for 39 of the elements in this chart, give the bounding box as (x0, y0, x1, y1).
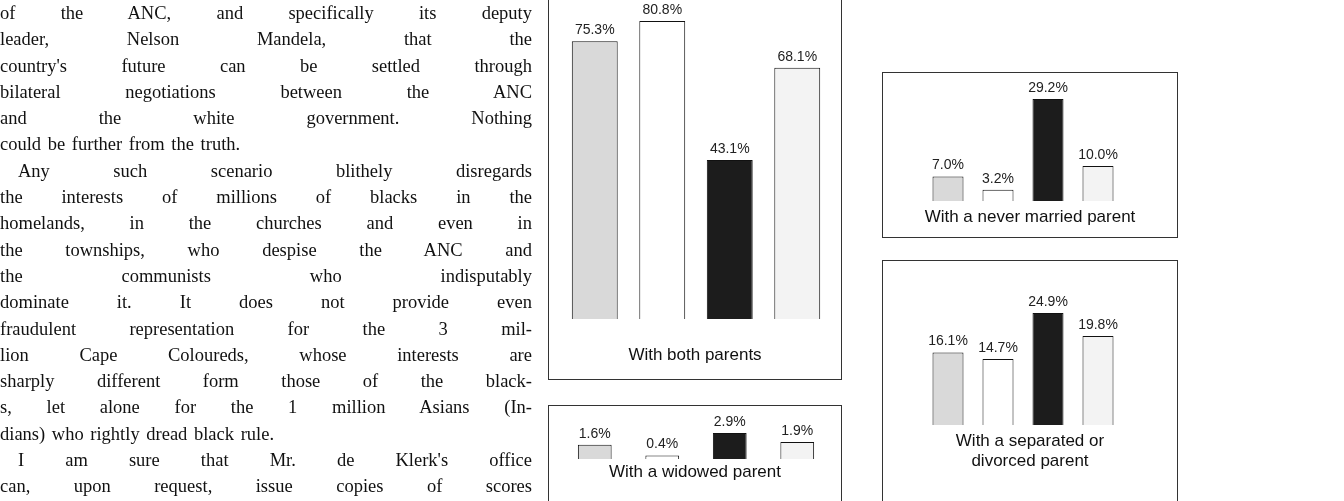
data-label: 10.0% (1078, 145, 1118, 162)
text: s, let alone for the 1 million Asians (In- (0, 396, 532, 420)
text: lion Cape Coloureds, whose interests are (0, 343, 532, 367)
data-label: 43.1% (709, 139, 750, 156)
data-label: 29.2% (1028, 78, 1068, 95)
text: the interests of millions of blacks in the (0, 186, 532, 210)
data-label: 2.9% (713, 412, 746, 429)
text: bilateral negotiations between the ANC (0, 80, 532, 104)
text: Any such scenario blithely disregards (17, 159, 532, 183)
data-label: 14.7% (978, 338, 1018, 355)
data-label: 24.9% (1028, 292, 1068, 309)
text: country's future can be settled through (0, 54, 532, 78)
data-label: 1.6% (578, 424, 611, 441)
data-label: 75.3% (574, 21, 615, 38)
data-label: 7.0% (932, 156, 964, 173)
text: With a separated or divorced parent (954, 431, 1106, 471)
text: With a never married parent (923, 207, 1137, 227)
data-label: 68.1% (777, 47, 818, 64)
data-label: 19.8% (1078, 315, 1118, 332)
data-label: 1.9% (781, 421, 814, 438)
text: dians) who rightly dread black rule. (0, 422, 276, 446)
text: dominate it. It does not provide even (0, 291, 532, 315)
text: I am sure that Mr. de Klerk's office (17, 449, 532, 473)
data-label: 16.1% (928, 332, 968, 349)
text: homelands, in the churches and even in (0, 212, 532, 236)
text: With a widowed parent (608, 462, 782, 482)
data-label: 3.2% (982, 169, 1014, 186)
text: of the ANC, and specifically its deputy (0, 2, 532, 25)
text: can, upon request, issue copies of scores (0, 475, 532, 499)
data-label: 80.8% (642, 0, 683, 17)
text: could be further from the truth. (0, 133, 242, 157)
text: With both parents (627, 345, 763, 365)
text: fraudulent representation for the 3 mil- (0, 317, 532, 341)
text: leader, Nelson Mandela, that the (0, 28, 532, 52)
text: and the white government. Nothing (0, 107, 532, 131)
text: the communists who indisputably (0, 264, 532, 288)
text: the townships, who despise the ANC and (0, 238, 532, 262)
text: sharply different form those of the black- (0, 370, 532, 394)
data-label: 0.4% (646, 435, 679, 452)
